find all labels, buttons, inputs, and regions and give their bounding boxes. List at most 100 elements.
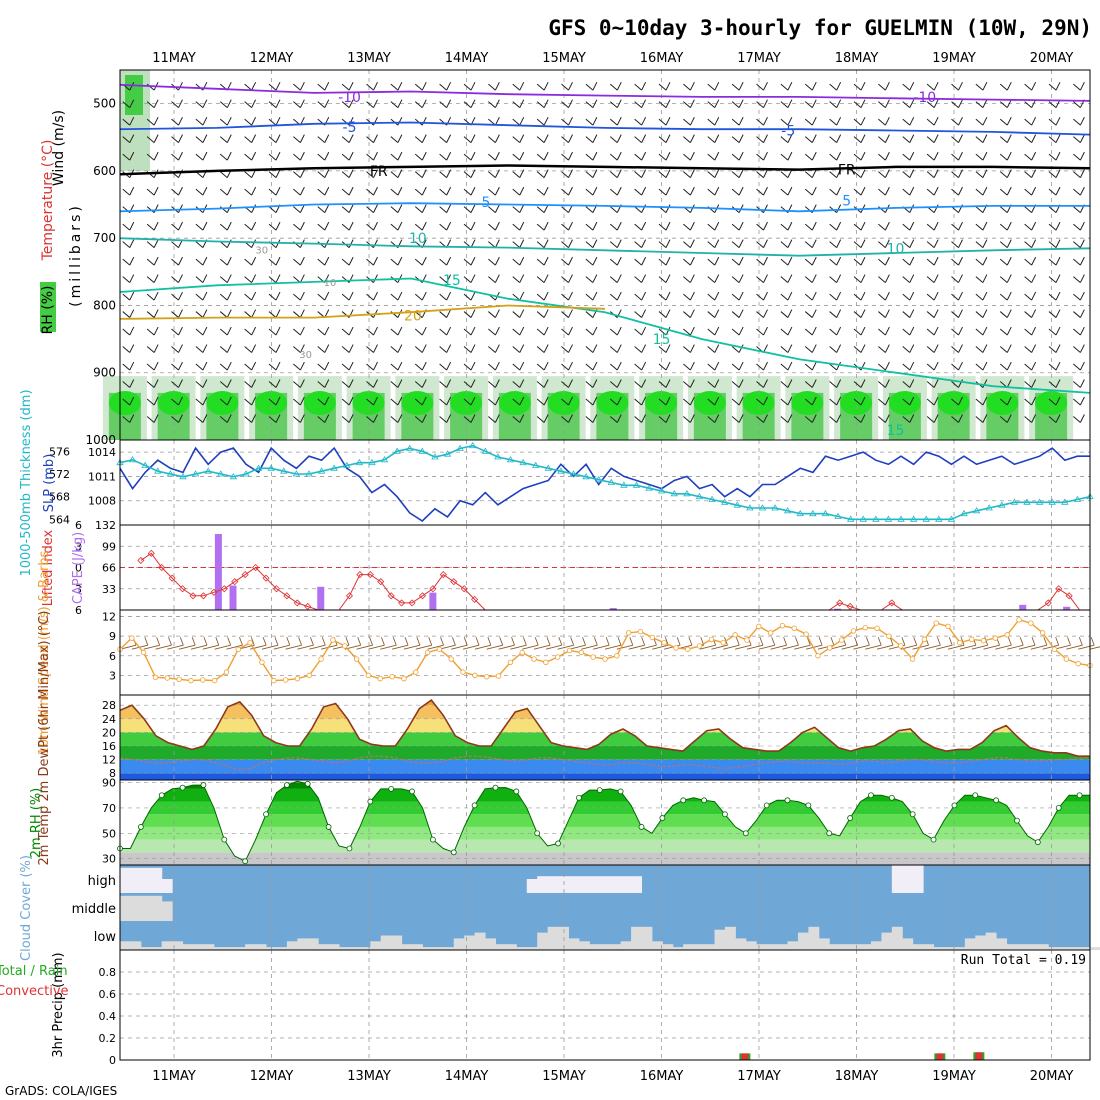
- li-point: [262, 574, 270, 582]
- wind-barb: [634, 81, 647, 91]
- wind-barb-surface: [261, 637, 279, 650]
- cloud-cell: [891, 926, 903, 950]
- wind-barb-surface: [995, 637, 1012, 650]
- wind-barb-surface: [202, 637, 220, 650]
- wind-barb: [463, 134, 476, 144]
- cloud-cell: [307, 938, 319, 950]
- thickness-point: [1010, 498, 1019, 505]
- wind-barb: [488, 81, 500, 91]
- wind-barb: [146, 274, 159, 283]
- rh2m-axis-label: 2m RH (%): [29, 788, 44, 859]
- wind-barb: [609, 291, 622, 301]
- wind-barb-surface: [498, 637, 515, 650]
- wind-barb: [268, 361, 281, 371]
- wind-barb: [219, 151, 232, 161]
- cloud-cell: [401, 944, 413, 950]
- cloud-cell: [912, 865, 924, 893]
- wind-barb: [536, 344, 549, 353]
- wind-barb: [634, 414, 647, 423]
- wind-barb: [926, 309, 939, 318]
- li-point: [846, 602, 854, 611]
- wind-barb: [268, 221, 281, 231]
- cloud-cell: [756, 944, 768, 950]
- wind-barb: [268, 379, 281, 388]
- cloud-cell: [453, 938, 465, 950]
- wind-barb: [536, 221, 549, 231]
- cloud-cell: [954, 947, 966, 950]
- thickness-point: [128, 456, 137, 463]
- wind-barb: [414, 361, 427, 371]
- wind-barb: [756, 396, 768, 406]
- rh-point: [993, 797, 1000, 804]
- wind-barb: [293, 186, 305, 196]
- wind-barb: [268, 396, 281, 406]
- cloud-cell: [672, 947, 684, 950]
- wind-speed-point: [543, 659, 549, 666]
- li-ytick: 6: [75, 519, 82, 532]
- isotherm-label: -10: [913, 90, 936, 106]
- wind-barb: [926, 221, 939, 231]
- wind-barb: [585, 361, 598, 371]
- wind-barb: [585, 326, 598, 336]
- wind-barb: [609, 186, 622, 196]
- wind-barb: [219, 99, 232, 109]
- wind-barb: [731, 344, 744, 353]
- wind-barb: [195, 116, 208, 126]
- wind-barb: [731, 256, 744, 266]
- cloud-cell: [797, 932, 809, 950]
- wind-barb: [829, 414, 842, 423]
- wind-speed-point: [673, 645, 679, 651]
- wind-barb: [683, 361, 695, 371]
- wind-barb: [756, 274, 768, 283]
- cloud-cell: [130, 895, 142, 921]
- wind-speed-point: [460, 669, 466, 675]
- wind-barb: [268, 134, 281, 144]
- cape-bar: [1019, 604, 1027, 610]
- wind-barb: [414, 221, 427, 231]
- temp-ytick: 28: [102, 699, 116, 712]
- wind-speed-point: [188, 677, 194, 684]
- rh-ytick: 50: [102, 827, 116, 840]
- wind-barb: [658, 291, 671, 301]
- wind-barb-surface: [143, 637, 161, 650]
- wind-barb: [341, 169, 354, 179]
- rh-ytick: 30: [102, 853, 116, 866]
- cloud-cell: [547, 926, 559, 950]
- wind-barb: [1073, 291, 1085, 301]
- wind-barb: [390, 326, 403, 336]
- li-point: [387, 592, 395, 600]
- wind-barb: [975, 274, 988, 283]
- wind-barb: [951, 169, 963, 179]
- wind-speed-point: [909, 656, 916, 662]
- wind-barb: [853, 221, 866, 231]
- wind-barb-surface: [805, 637, 823, 650]
- li-ytick: 3: [75, 583, 82, 596]
- wind-speed-point: [732, 632, 738, 638]
- thickness-point: [594, 475, 603, 483]
- wind-barb: [975, 169, 988, 179]
- rh-point: [638, 824, 645, 830]
- wind-barb: [219, 309, 232, 318]
- li-point: [408, 599, 416, 607]
- wind-speed-point: [306, 672, 312, 679]
- bottom-date-label: 11MAY: [152, 1069, 196, 1084]
- rh-shade-core: [742, 391, 775, 415]
- wind-barb: [975, 326, 988, 336]
- thickness-point: [620, 481, 628, 488]
- wind-barb-surface: [616, 637, 634, 650]
- wind-barb: [780, 169, 793, 179]
- wind-barb: [707, 326, 720, 336]
- wind-barb: [146, 256, 159, 266]
- wind-barb: [366, 186, 378, 196]
- cloud-cell: [422, 947, 434, 950]
- cloud-cell: [631, 926, 643, 950]
- cloud-cell: [568, 876, 580, 893]
- wind-barb-surface: [474, 637, 492, 650]
- wind-barb: [536, 239, 549, 248]
- wind-barb-surface: [628, 637, 646, 650]
- wind-barb: [463, 274, 476, 283]
- rh-point: [346, 845, 353, 852]
- wind-barb-surface: [522, 637, 539, 650]
- wind-barb: [122, 134, 135, 144]
- wind-barb: [585, 151, 598, 161]
